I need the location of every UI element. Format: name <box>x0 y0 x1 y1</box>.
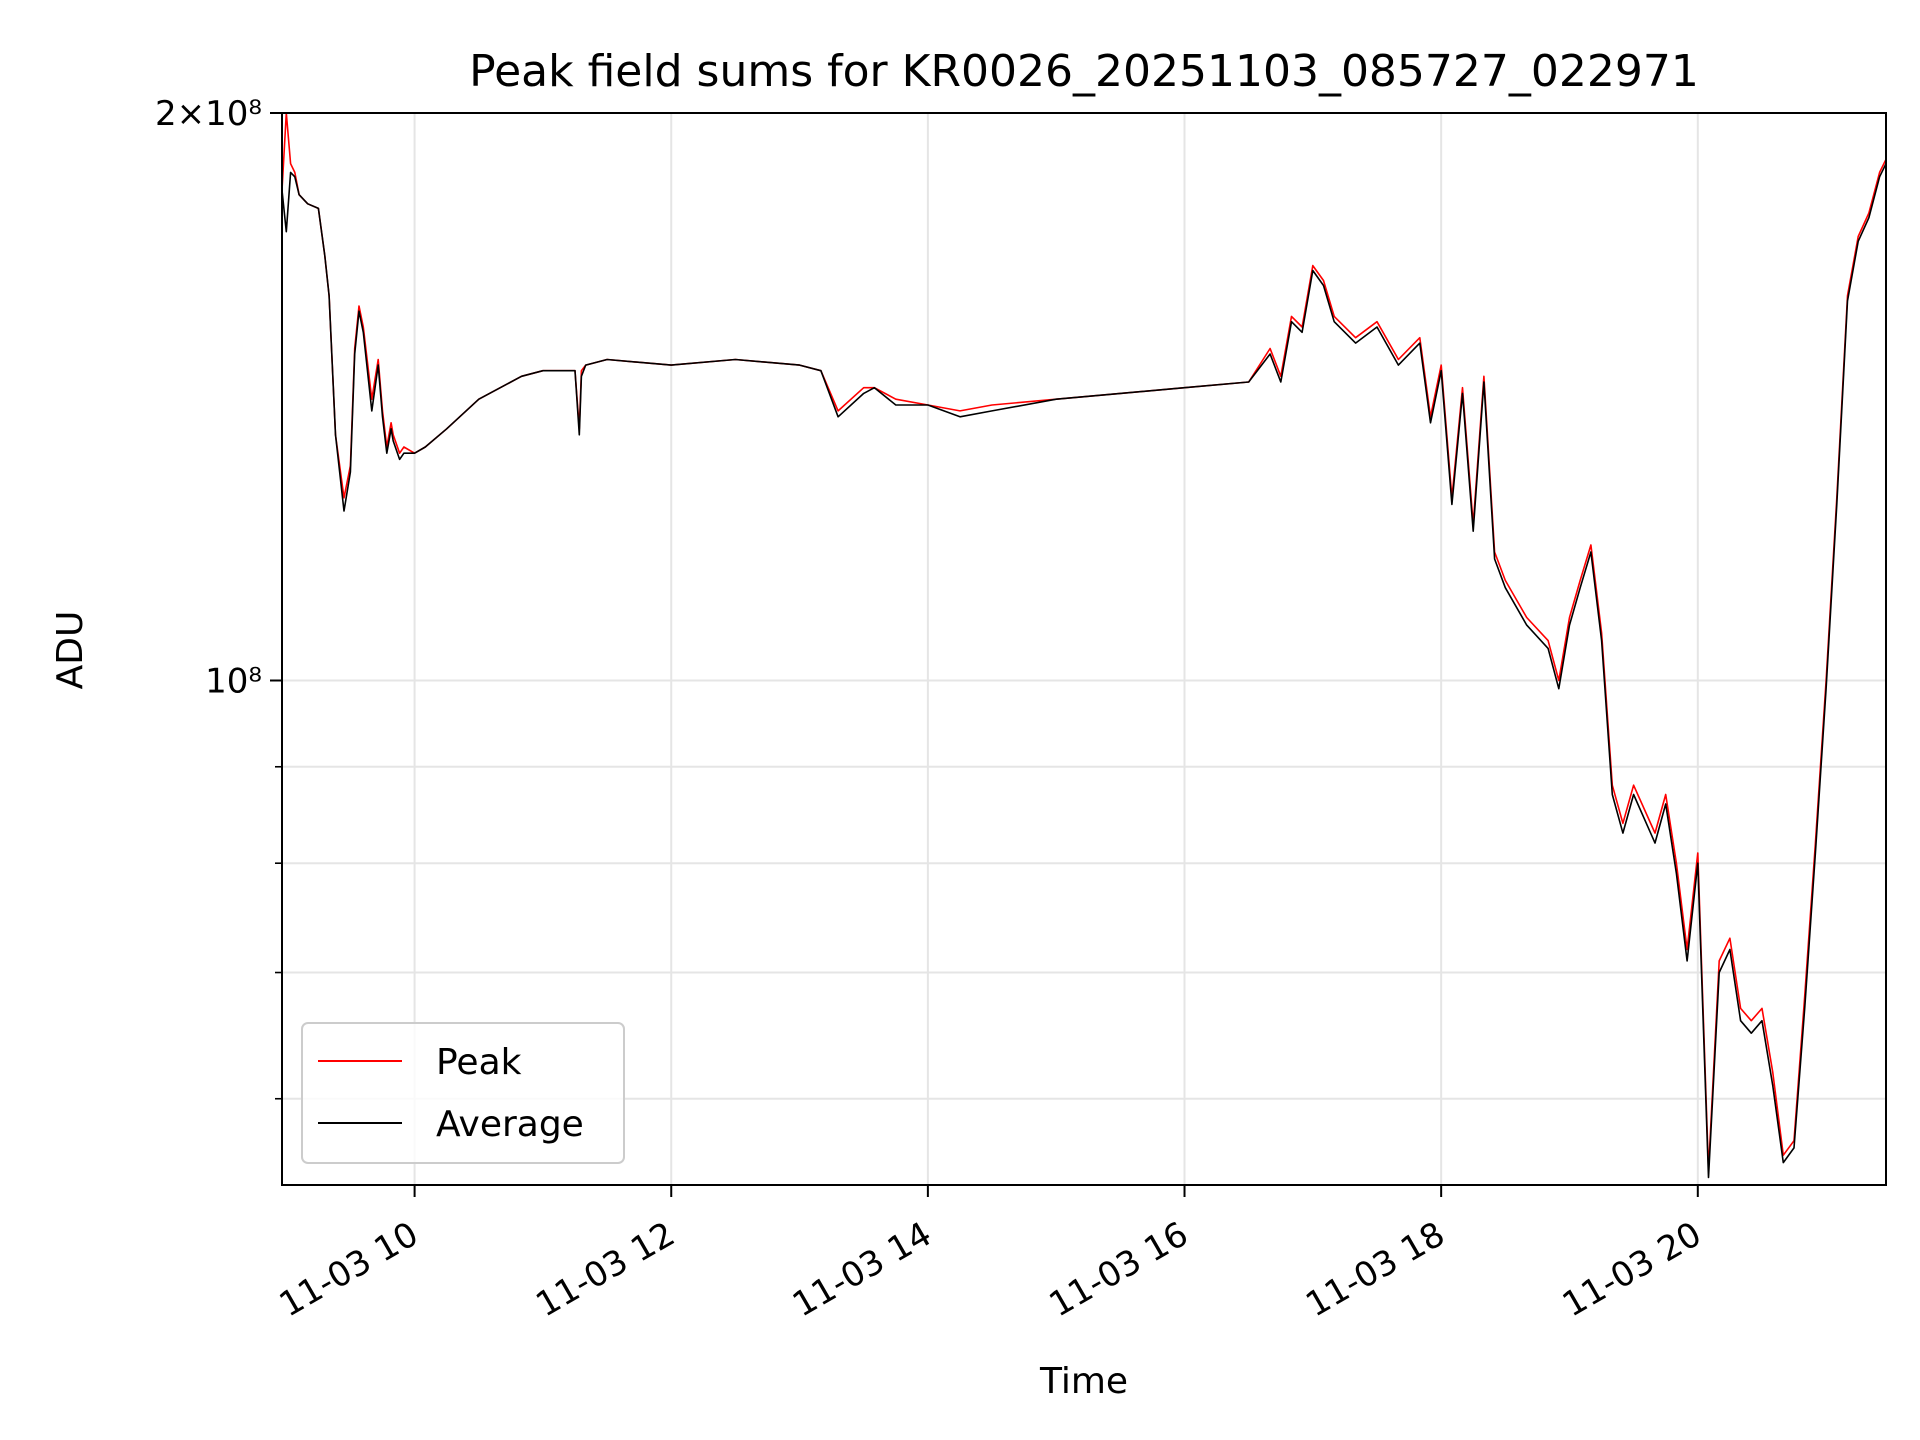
y-tick-label: 10⁸ <box>205 662 262 702</box>
legend: Peak Average <box>301 1022 625 1164</box>
legend-label-average: Average <box>436 1104 584 1145</box>
plot-frame <box>281 112 1887 1186</box>
y-tick-label: 2×10⁸ <box>155 94 262 134</box>
legend-box <box>301 1022 625 1164</box>
chart-title: Peak field sums for KR0026_20251103_0857… <box>469 46 1699 97</box>
y-axis-label: ADU <box>50 611 91 690</box>
legend-label-peak: Peak <box>436 1042 522 1083</box>
series-lines <box>282 113 1886 1179</box>
series-line-average <box>282 163 1886 1179</box>
x-axis-label: Time <box>1039 1361 1128 1402</box>
